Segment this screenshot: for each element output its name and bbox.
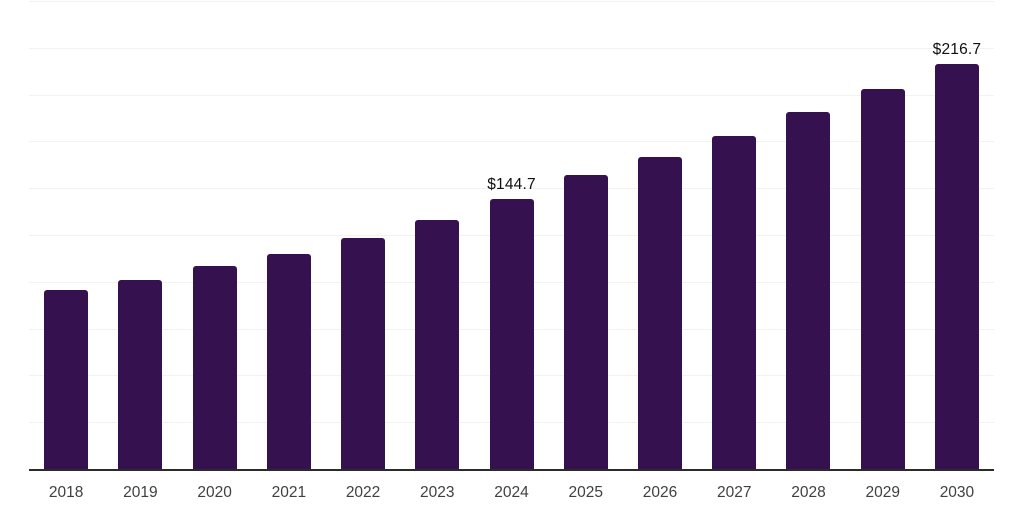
value-label-2030: $216.7 bbox=[932, 41, 982, 59]
bar-2025 bbox=[563, 175, 608, 470]
bar-2026 bbox=[637, 156, 682, 470]
gridline-225 bbox=[29, 47, 994, 49]
bar-2029 bbox=[860, 88, 905, 470]
bar-band-2028 bbox=[771, 2, 845, 470]
bar-band-2018 bbox=[29, 2, 103, 470]
x-tick-2022: 2022 bbox=[345, 484, 381, 501]
x-tick-2018: 2018 bbox=[48, 484, 84, 501]
bar-band-2029 bbox=[846, 2, 920, 470]
bar-2023 bbox=[415, 220, 460, 470]
x-tick-2020: 2020 bbox=[197, 484, 232, 501]
gridline-150 bbox=[29, 188, 994, 190]
bar-2028 bbox=[786, 111, 831, 470]
bar-2020 bbox=[192, 266, 237, 470]
x-tick-2025: 2025 bbox=[568, 484, 603, 501]
x-tick-2029: 2029 bbox=[865, 484, 900, 501]
bar-2030: $216.7 bbox=[933, 41, 981, 470]
bar-band-2020 bbox=[177, 2, 251, 470]
x-tick-2023: 2023 bbox=[420, 484, 455, 501]
x-tick-2028: 2028 bbox=[791, 484, 826, 501]
gridline-175 bbox=[29, 141, 994, 143]
x-axis-labels: 2018 2019 2020 2021 2022 2023 2024 2025 2026 2027… bbox=[29, 484, 994, 502]
bar-2021 bbox=[266, 253, 311, 470]
bars-row: $144.7 $216.7 bbox=[29, 2, 994, 470]
bar-band-2025 bbox=[549, 2, 623, 470]
bar-band-2019 bbox=[103, 2, 177, 470]
x-tick-2021: 2021 bbox=[271, 484, 307, 501]
x-tick-2027: 2027 bbox=[716, 484, 752, 501]
bar-band-2026 bbox=[623, 2, 697, 470]
gridline-200 bbox=[29, 94, 994, 96]
bar-band-2023 bbox=[400, 2, 474, 470]
gridline-250 bbox=[29, 1, 994, 2]
bar-2022 bbox=[341, 237, 386, 470]
bar-2018 bbox=[44, 290, 89, 470]
plot-area: $144.7 $216.7 bbox=[29, 1, 994, 470]
bar-2019 bbox=[118, 279, 163, 470]
bar-band-2021 bbox=[252, 2, 326, 470]
bar-band-2030: $216.7 bbox=[920, 2, 994, 470]
x-tick-2030: 2030 bbox=[939, 484, 975, 501]
x-axis-line bbox=[29, 469, 994, 471]
bar-band-2027 bbox=[697, 2, 771, 470]
bar-band-2022 bbox=[326, 2, 400, 470]
x-tick-2024: 2024 bbox=[494, 484, 529, 501]
bar-2027 bbox=[712, 135, 757, 470]
bar-band-2024: $144.7 bbox=[474, 2, 548, 470]
x-tick-2019: 2019 bbox=[123, 484, 158, 501]
bar-2024: $144.7 bbox=[487, 176, 536, 470]
value-label-2024: $144.7 bbox=[487, 176, 536, 194]
x-tick-2026: 2026 bbox=[642, 484, 678, 501]
